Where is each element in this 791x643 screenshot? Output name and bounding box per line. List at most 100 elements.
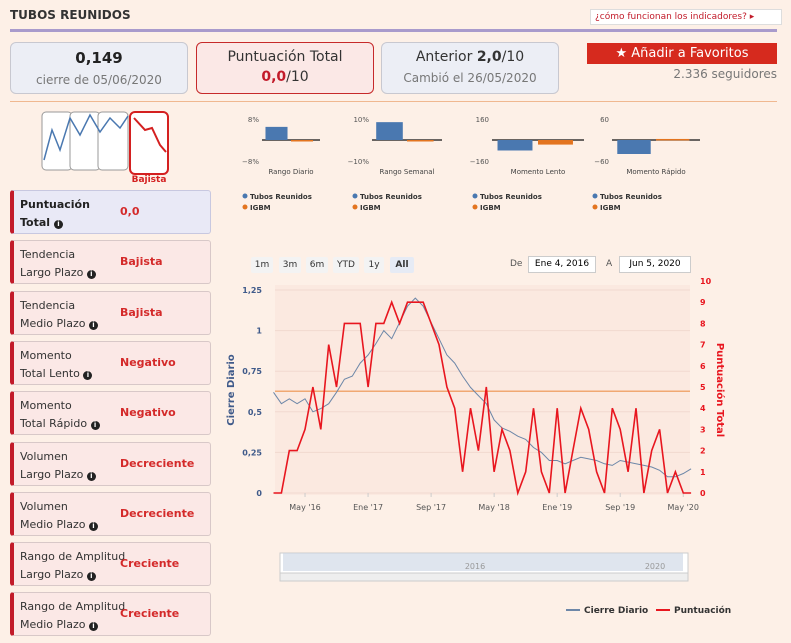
legend-marker — [592, 193, 598, 199]
y2-tick-label: 10 — [700, 277, 712, 286]
indicator-value: Creciente — [120, 607, 180, 621]
previous-value: 2,0 — [476, 49, 502, 65]
info-icon[interactable]: i — [88, 320, 98, 330]
indicator: Puntuación Total i 0,0 — [10, 190, 211, 234]
chart-title: Momento Rápido — [626, 168, 685, 176]
bar — [291, 140, 314, 142]
y-tick-label: 0 — [256, 489, 262, 498]
range-button[interactable]: YTD — [333, 257, 359, 273]
info-icon[interactable]: i — [90, 421, 100, 431]
indicator-label-text: Largo Plazo — [20, 266, 84, 280]
y2-tick-label: 4 — [700, 404, 706, 413]
indicator-label-line: Volumen — [20, 498, 98, 516]
y2-tick-label: 0 — [700, 489, 706, 498]
page-title: TUBOS REUNIDOS — [10, 8, 131, 22]
indicator: Rango de Amplitud Medio Plazo i Creciente — [10, 592, 211, 637]
bar — [265, 126, 288, 140]
date-to[interactable]: Jun 5, 2020 — [619, 256, 691, 273]
y-tick-label: −160 — [470, 158, 489, 166]
indicator-value: Negativo — [120, 355, 176, 369]
legend-label: IGBM — [480, 204, 501, 212]
legend-marker — [472, 204, 478, 210]
date-from[interactable]: Ene 4, 2016 — [528, 256, 596, 273]
indicator: Momento Total Lento i Negativo — [10, 340, 211, 385]
info-icon[interactable]: i — [88, 622, 98, 632]
info-icon[interactable]: i — [86, 572, 96, 582]
bar — [407, 140, 434, 142]
score-suffix: /10 — [286, 69, 309, 85]
trend-line — [43, 113, 129, 161]
price-caption: cierre de 05/06/2020 — [36, 73, 162, 87]
trend-label: Bajista — [132, 175, 167, 185]
indicator-label-line: Volumen — [20, 448, 96, 466]
indicator-label-line: Puntuación — [20, 196, 90, 214]
bar — [376, 122, 403, 140]
indicator-label: Volumen Largo Plazo i — [20, 448, 96, 484]
indicator-label-text: Rango de Amplitud — [20, 550, 126, 564]
bar — [656, 138, 690, 141]
info-icon[interactable]: i — [83, 370, 93, 380]
x-tick-label: May '20 — [668, 503, 699, 512]
legend-marker — [352, 193, 358, 199]
y2-tick-label: 8 — [700, 319, 706, 328]
indicator-label-line: Momento — [20, 397, 100, 415]
indicator-label-line: Medio Plazo i — [20, 516, 98, 534]
indicator: Tendencia Largo Plazo i Bajista — [10, 240, 211, 285]
y-tick-label: −60 — [594, 158, 609, 166]
date-from-label: De — [510, 259, 523, 269]
info-icon[interactable]: i — [86, 471, 96, 481]
indicator-label-line: Tendencia — [20, 297, 98, 315]
indicator-label-line: Largo Plazo i — [20, 466, 96, 484]
help-link[interactable]: ¿cómo funcionan los indicadores? ▸ — [590, 9, 782, 25]
legend-label: IGBM — [600, 204, 621, 212]
navigator-label: 2020 — [645, 562, 665, 571]
y-tick-label: 160 — [476, 116, 489, 124]
section-rule — [10, 101, 777, 102]
score-title: Puntuación Total — [227, 49, 343, 65]
info-icon[interactable]: i — [53, 220, 63, 229]
y2-tick-label: 1 — [700, 468, 706, 477]
trend-icon: Bajista — [41, 111, 169, 185]
y-tick-label: −10% — [348, 158, 370, 166]
trend-box — [69, 111, 101, 171]
previous-suffix: /10 — [501, 49, 525, 65]
y-tick-label: 8% — [248, 116, 259, 124]
indicator-label-line: Rango de Amplitud — [20, 548, 125, 566]
favorite-button-text[interactable]: Añadir a Favoritos — [631, 46, 749, 61]
indicator-value: Decreciente — [120, 456, 195, 470]
legend-marker — [352, 204, 358, 210]
trend-box-active — [129, 111, 169, 175]
indicator: Momento Total Rápido i Negativo — [10, 391, 211, 436]
favorite-button[interactable]: ★ Añadir a Favoritos — [587, 43, 777, 64]
bar — [538, 140, 573, 145]
indicator-label-text: Tendencia — [20, 298, 76, 312]
range-button[interactable]: 6m — [306, 257, 328, 273]
info-icon[interactable]: i — [88, 521, 98, 531]
price-card: 0,149 cierre de 05/06/2020 — [10, 42, 188, 94]
indicator-label-text: Total Lento — [20, 366, 80, 380]
legend-marker — [242, 204, 248, 210]
x-tick-label: Ene '19 — [542, 503, 572, 512]
indicator: Rango de Amplitud Largo Plazo i Creciente — [10, 542, 211, 587]
indicator-label-text: Total — [20, 216, 51, 229]
y-tick-label: −8% — [242, 158, 259, 166]
range-button[interactable]: All — [390, 257, 414, 273]
x-tick-label: Ene '17 — [353, 503, 383, 512]
indicator-label-line: Rango de Amplitud — [20, 598, 125, 616]
indicator: Volumen Medio Plazo i Decreciente — [10, 491, 211, 536]
range-button[interactable]: 1y — [364, 257, 384, 273]
previous-caption: Cambió el 26/05/2020 — [403, 71, 537, 85]
navigator-label: 2016 — [465, 562, 485, 571]
indicator-label-line: Largo Plazo i — [20, 264, 96, 282]
indicator-label: Rango de Amplitud Largo Plazo i — [20, 548, 125, 584]
range-button[interactable]: 3m — [279, 257, 301, 273]
score-card: Puntuación Total 0,0/10 — [196, 42, 374, 94]
indicator-label: Volumen Medio Plazo i — [20, 498, 98, 534]
info-icon[interactable]: i — [86, 270, 96, 280]
indicator-label-text: Volumen — [20, 499, 68, 513]
indicator-label-text: Rango de Amplitud — [20, 600, 126, 614]
help-link-text[interactable]: ¿cómo funcionan los indicadores? — [595, 12, 747, 22]
range-button[interactable]: 1m — [251, 257, 273, 273]
indicator-label-text: Momento — [20, 399, 72, 413]
legend-label: Tubos Reunidos — [480, 193, 542, 201]
